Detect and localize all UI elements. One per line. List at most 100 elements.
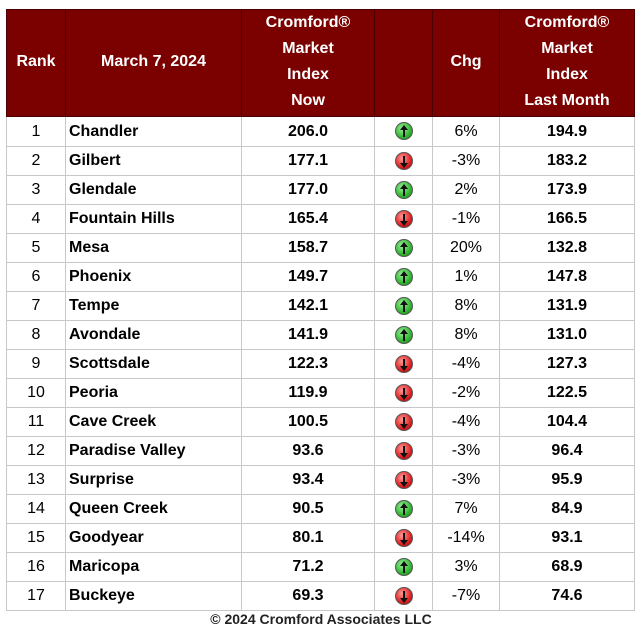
trend-cell	[374, 233, 433, 263]
chg-header: Chg	[432, 9, 500, 117]
table-row: 16 Maricopa 71.2 3% 68.9	[6, 552, 635, 582]
red-down-arrow-icon	[394, 586, 413, 605]
red-down-arrow-icon	[394, 412, 413, 431]
table-row: 6 Phoenix 149.7 1% 147.8	[6, 262, 635, 292]
index-now-cell: 165.4	[241, 204, 375, 234]
change-cell: 7%	[432, 494, 500, 524]
trend-cell	[374, 146, 433, 176]
table-row: 13 Surprise 93.4 -3% 95.9	[6, 465, 635, 495]
green-up-arrow-icon	[394, 325, 413, 344]
trend-cell	[374, 523, 433, 553]
rank-cell: 9	[6, 349, 66, 379]
city-name-cell: Fountain Hills	[65, 204, 242, 234]
trend-cell	[374, 378, 433, 408]
rank-cell: 11	[6, 407, 66, 437]
city-name-cell: Glendale	[65, 175, 242, 205]
rank-cell: 13	[6, 465, 66, 495]
change-cell: -4%	[432, 407, 500, 437]
index-last-month-cell: 96.4	[499, 436, 635, 466]
city-name-cell: Gilbert	[65, 146, 242, 176]
trend-cell	[374, 349, 433, 379]
index-last-month-cell: 68.9	[499, 552, 635, 582]
trend-cell	[374, 320, 433, 350]
rank-cell: 15	[6, 523, 66, 553]
index-now-header-line: Cromford®	[265, 14, 351, 31]
change-cell: 6%	[432, 116, 500, 147]
index-last-month-cell: 95.9	[499, 465, 635, 495]
index-now-header-line: Index	[287, 66, 329, 83]
index-last-month-cell: 104.4	[499, 407, 635, 437]
change-cell: -3%	[432, 146, 500, 176]
rank-cell: 3	[6, 175, 66, 205]
index-last-month-cell: 127.3	[499, 349, 635, 379]
trend-cell	[374, 291, 433, 321]
trend-cell	[374, 465, 433, 495]
index-now-cell: 149.7	[241, 262, 375, 292]
city-name-cell: Buckeye	[65, 581, 242, 611]
green-up-arrow-icon	[394, 180, 413, 199]
table-row: 1 Chandler 206.0 6% 194.9	[6, 116, 635, 147]
change-cell: -4%	[432, 349, 500, 379]
green-up-arrow-icon	[394, 296, 413, 315]
index-now-cell: 177.0	[241, 175, 375, 205]
red-down-arrow-icon	[394, 441, 413, 460]
red-down-arrow-icon	[394, 470, 413, 489]
city-name-cell: Scottsdale	[65, 349, 242, 379]
copyright-footer: © 2024 Cromford Associates LLC	[210, 611, 432, 627]
rank-cell: 7	[6, 291, 66, 321]
index-now-cell: 141.9	[241, 320, 375, 350]
table-row: 5 Mesa 158.7 20% 132.8	[6, 233, 635, 263]
city-name-cell: Chandler	[65, 116, 242, 147]
rank-cell: 2	[6, 146, 66, 176]
red-down-arrow-icon	[394, 354, 413, 373]
table-row: 4 Fountain Hills 165.4 -1% 166.5	[6, 204, 635, 234]
rank-cell: 6	[6, 262, 66, 292]
city-name-cell: Phoenix	[65, 262, 242, 292]
index-now-cell: 158.7	[241, 233, 375, 263]
change-cell: 1%	[432, 262, 500, 292]
index-last-month-cell: 132.8	[499, 233, 635, 263]
index-now-cell: 177.1	[241, 146, 375, 176]
rank-cell: 8	[6, 320, 66, 350]
table-row: 17 Buckeye 69.3 -7% 74.6	[6, 581, 635, 611]
trend-cell	[374, 436, 433, 466]
index-last-header-line: Last Month	[524, 92, 610, 109]
city-name-cell: Paradise Valley	[65, 436, 242, 466]
city-name-cell: Queen Creek	[65, 494, 242, 524]
trend-cell	[374, 262, 433, 292]
date-header: March 7, 2024	[65, 9, 242, 117]
index-now-header: Cromford® Market Index Now	[241, 9, 375, 117]
index-last-month-cell: 166.5	[499, 204, 635, 234]
table-row: 2 Gilbert 177.1 -3% 183.2	[6, 146, 635, 176]
rank-cell: 17	[6, 581, 66, 611]
index-last-header-line: Cromford®	[524, 14, 610, 31]
index-last-month-cell: 147.8	[499, 262, 635, 292]
city-name-cell: Avondale	[65, 320, 242, 350]
table-row: 10 Peoria 119.9 -2% 122.5	[6, 378, 635, 408]
trend-cell	[374, 204, 433, 234]
red-down-arrow-icon	[394, 209, 413, 228]
rank-cell: 16	[6, 552, 66, 582]
index-last-month-cell: 131.9	[499, 291, 635, 321]
index-now-cell: 80.1	[241, 523, 375, 553]
city-name-cell: Mesa	[65, 233, 242, 263]
index-now-cell: 71.2	[241, 552, 375, 582]
index-now-cell: 119.9	[241, 378, 375, 408]
index-now-cell: 206.0	[241, 116, 375, 147]
red-down-arrow-icon	[394, 528, 413, 547]
city-name-cell: Maricopa	[65, 552, 242, 582]
change-cell: -3%	[432, 436, 500, 466]
green-up-arrow-icon	[394, 122, 413, 141]
rank-cell: 1	[6, 116, 66, 147]
rank-cell: 4	[6, 204, 66, 234]
index-now-cell: 93.6	[241, 436, 375, 466]
table-row: 14 Queen Creek 90.5 7% 84.9	[6, 494, 635, 524]
rank-cell: 5	[6, 233, 66, 263]
city-name-cell: Cave Creek	[65, 407, 242, 437]
change-cell: 20%	[432, 233, 500, 263]
index-now-cell: 90.5	[241, 494, 375, 524]
green-up-arrow-icon	[394, 499, 413, 518]
city-name-cell: Tempe	[65, 291, 242, 321]
change-cell: 8%	[432, 320, 500, 350]
index-last-month-cell: 194.9	[499, 116, 635, 147]
